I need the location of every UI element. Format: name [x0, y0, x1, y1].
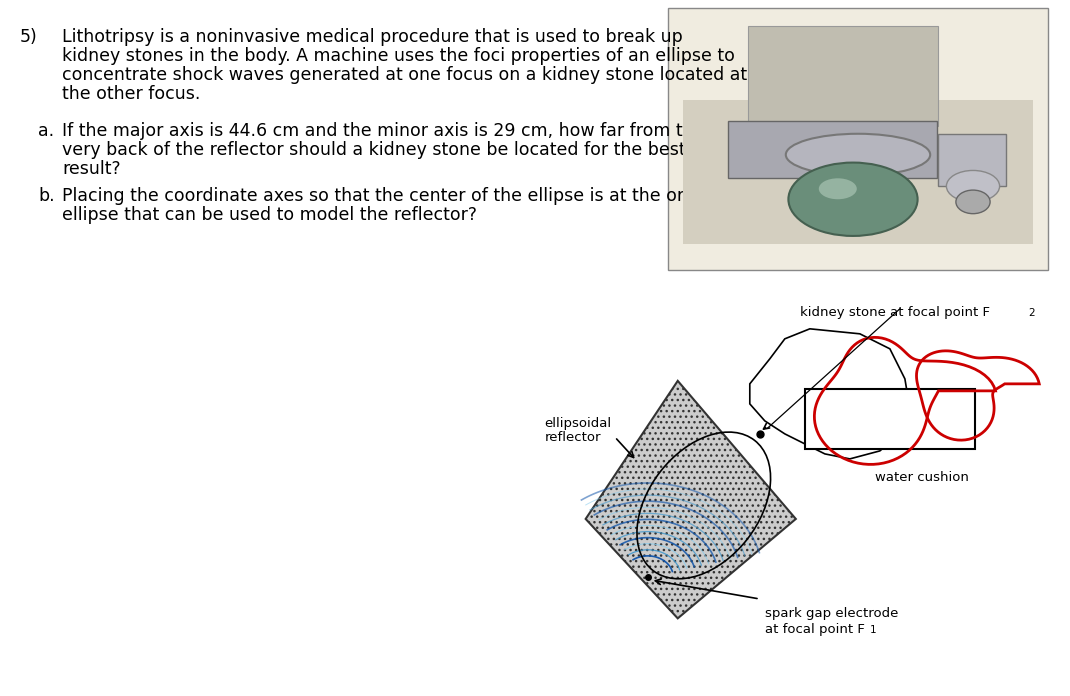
Text: kidney stones in the body. A machine uses the foci properties of an ellipse to: kidney stones in the body. A machine use… [62, 47, 735, 65]
Text: If the major axis is 44.6 cm and the minor axis is 29 cm, how far from the: If the major axis is 44.6 cm and the min… [62, 122, 704, 140]
Text: Lithotripsy is a noninvasive medical procedure that is used to break up: Lithotripsy is a noninvasive medical pro… [62, 28, 683, 46]
Text: 5): 5) [20, 28, 37, 46]
Text: a.: a. [39, 122, 55, 140]
Text: kidney stone at focal point F: kidney stone at focal point F [800, 306, 990, 319]
Text: 1: 1 [870, 625, 876, 635]
Polygon shape [750, 329, 910, 459]
Text: 2: 2 [1028, 308, 1035, 318]
Text: result?: result? [62, 160, 121, 178]
Text: ellipsoidal: ellipsoidal [545, 417, 612, 430]
Text: concentrate shock waves generated at one focus on a kidney stone located at: concentrate shock waves generated at one… [62, 66, 747, 84]
Bar [805, 389, 975, 449]
Bar [748, 26, 938, 126]
Text: water cushion: water cushion [875, 471, 968, 484]
Ellipse shape [956, 190, 990, 214]
Text: very back of the reflector should a kidney stone be located for the best: very back of the reflector should a kidn… [62, 141, 686, 159]
Bar [668, 8, 1048, 270]
Text: Placing the coordinate axes so that the center of the ellipse is at the origin, : Placing the coordinate axes so that the … [62, 187, 963, 205]
Ellipse shape [819, 178, 857, 199]
Ellipse shape [789, 163, 918, 236]
Text: reflector: reflector [545, 431, 601, 444]
Bar [938, 134, 1007, 186]
Ellipse shape [946, 171, 999, 202]
Text: b.: b. [39, 187, 55, 205]
Bar [683, 100, 1033, 244]
Bar [728, 120, 937, 178]
Text: spark gap electrode: spark gap electrode [765, 607, 898, 620]
Text: at focal point F: at focal point F [765, 623, 865, 636]
Text: the other focus.: the other focus. [62, 85, 200, 103]
Polygon shape [585, 381, 796, 618]
Text: ellipse that can be used to model the reflector?: ellipse that can be used to model the re… [62, 206, 477, 224]
Ellipse shape [785, 134, 930, 175]
